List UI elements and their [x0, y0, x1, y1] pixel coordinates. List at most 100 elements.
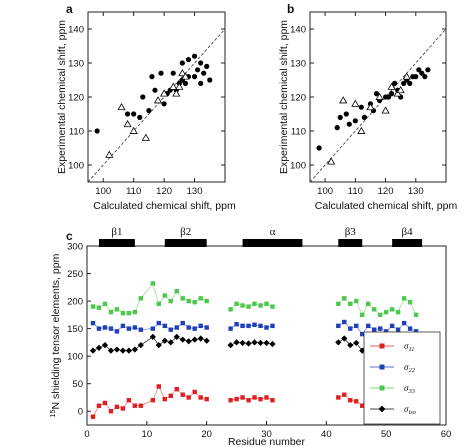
data-point-triangle	[117, 102, 126, 111]
data-point-diamond	[107, 347, 115, 354]
data-point-square	[228, 398, 233, 403]
data-point-square	[240, 323, 245, 329]
data-point-square	[407, 299, 413, 305]
data-point-square	[264, 325, 269, 330]
data-point-diamond	[227, 342, 234, 349]
data-point-diamond	[341, 335, 348, 342]
secondary-structure-label: β4	[402, 226, 414, 238]
data-point-circle	[170, 70, 176, 76]
legend-label-base: σ	[404, 404, 409, 414]
secondary-structure-label: β1	[111, 226, 122, 238]
data-point-circle	[358, 104, 364, 110]
legend-label-base: σ	[404, 383, 409, 393]
data-point-circle	[343, 111, 349, 117]
data-point-square	[270, 323, 275, 329]
data-point-triangle	[153, 96, 163, 104]
data-point-square	[258, 303, 263, 308]
data-point-triangle	[160, 89, 169, 97]
data-point-square	[156, 301, 161, 307]
data-point-triangle	[393, 89, 402, 97]
data-point-triangle	[129, 126, 138, 134]
secondary-structure-bar	[338, 239, 363, 247]
data-point-square	[342, 392, 347, 397]
data-point-square	[228, 326, 233, 331]
data-point-square	[90, 414, 96, 419]
data-point-circle	[161, 101, 167, 107]
x-tick-label: 100	[95, 186, 111, 197]
y-tick-label: 110	[69, 127, 84, 138]
data-point-diamond	[101, 342, 109, 349]
data-point-square	[138, 403, 144, 408]
y-tick-label: 250	[67, 269, 83, 280]
data-point-square	[96, 326, 102, 331]
data-point-diamond	[95, 344, 103, 351]
data-point-circle	[316, 145, 322, 151]
data-point-circle	[425, 67, 431, 73]
data-point-circle	[179, 60, 185, 66]
x-tick-label: 120	[378, 186, 394, 197]
legend-label-subscript: 11	[408, 346, 414, 353]
data-point-square	[156, 320, 161, 326]
y-tick-label: 140	[68, 25, 84, 36]
data-point-diamond	[113, 346, 121, 353]
data-point-circle	[352, 118, 358, 124]
data-point-square	[180, 392, 185, 397]
data-point-square	[366, 323, 371, 329]
y-axis-title-text: N shielding tensor elements, ppm	[50, 253, 62, 409]
data-point-diamond	[119, 347, 126, 354]
data-point-square	[246, 323, 251, 329]
data-point-triangle	[327, 157, 336, 165]
data-point-square	[132, 309, 138, 315]
x-tick-label: 130	[187, 186, 203, 197]
y-tick-label: 100	[67, 352, 83, 363]
data-point-triangle	[396, 85, 405, 94]
data-point-square	[150, 398, 156, 403]
data-point-square	[246, 398, 251, 403]
data-point-square	[132, 403, 138, 408]
data-point-square	[395, 327, 401, 332]
data-point-circle	[204, 63, 210, 69]
data-point-square	[234, 301, 239, 307]
data-point-square	[120, 310, 126, 316]
data-point-square	[336, 395, 341, 400]
secondary-structure-label: β2	[180, 226, 191, 238]
data-point-square	[150, 326, 156, 331]
data-point-triangle	[375, 92, 384, 100]
legend-label-subscript: 22	[408, 367, 415, 374]
data-point-square	[228, 307, 233, 312]
data-point-square	[348, 301, 353, 307]
data-point-square	[401, 296, 407, 301]
legend-label-base: σ	[404, 341, 409, 351]
data-point-square	[336, 323, 341, 329]
data-point-diamond	[347, 342, 354, 349]
data-point-diamond	[149, 333, 156, 340]
data-point-circle	[198, 60, 204, 66]
x-tick-label: 110	[348, 186, 363, 197]
y-axis-title: 15N shielding tensor elements, ppm	[50, 253, 62, 417]
data-point-square	[126, 398, 132, 403]
data-point-diamond	[179, 336, 186, 343]
data-point-square	[360, 403, 365, 408]
data-point-circle	[201, 70, 207, 76]
data-point-triangle	[357, 126, 366, 134]
data-point-square	[96, 403, 102, 408]
data-point-square	[377, 312, 383, 318]
data-point-square	[342, 296, 347, 301]
data-point-triangle	[172, 89, 181, 97]
legend-label-subscript: iso	[408, 409, 416, 416]
panel-letter-c: c	[66, 229, 73, 243]
data-point-diamond	[353, 339, 360, 347]
identity-line	[309, 28, 447, 183]
data-point-circle	[149, 74, 155, 80]
data-point-diamond	[155, 342, 162, 349]
x-tick-label: 20	[201, 429, 212, 440]
data-point-square	[372, 327, 377, 332]
data-point-square	[114, 404, 120, 410]
data-point-square	[246, 304, 251, 309]
x-tick-label: 0	[84, 429, 89, 440]
data-point-square	[162, 323, 167, 329]
data-point-square	[108, 326, 114, 331]
data-point-triangle	[175, 82, 184, 90]
data-point-square	[354, 298, 359, 304]
